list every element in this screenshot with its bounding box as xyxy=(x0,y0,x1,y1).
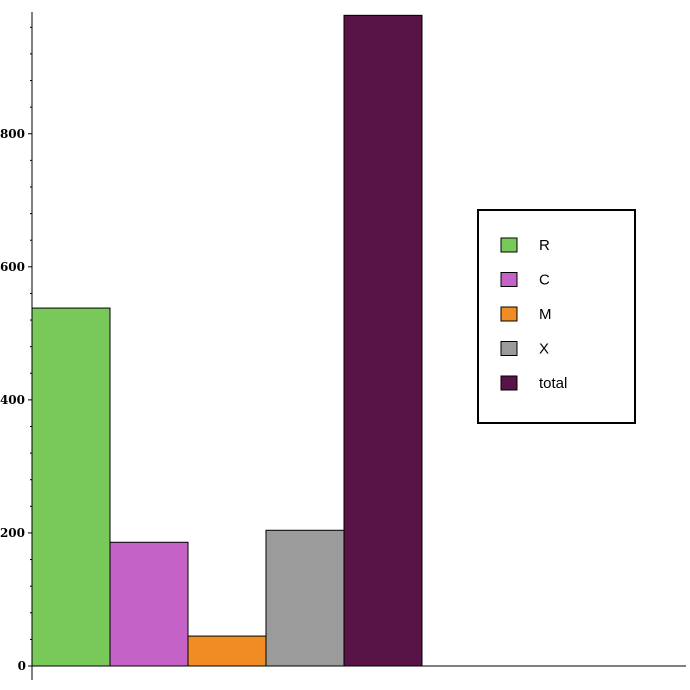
y-tick-label: 400 xyxy=(0,393,25,407)
axes-group: 0 200 400 600 800 xyxy=(0,12,686,680)
y-tick-label: 0 xyxy=(18,659,26,673)
bar-m xyxy=(187,635,267,667)
y-tick-label: 600 xyxy=(0,260,25,274)
legend-swatch-total xyxy=(500,375,518,391)
y-tick-label: 800 xyxy=(0,127,25,141)
legend-swatch-r xyxy=(500,237,518,253)
legend-label-r: R xyxy=(539,237,550,254)
bar-total xyxy=(343,14,423,667)
bars-group xyxy=(31,14,423,667)
legend-label-total: total xyxy=(539,375,567,392)
legend-swatch-x xyxy=(500,341,518,356)
legend-swatch-m xyxy=(500,306,518,322)
bar-r xyxy=(31,307,111,667)
legend-label-c: C xyxy=(539,272,550,289)
bar-c xyxy=(109,541,189,667)
y-tick-label: 200 xyxy=(0,526,25,540)
legend-label-x: X xyxy=(539,341,549,358)
bar-x xyxy=(265,529,345,667)
legend-swatch-c xyxy=(500,272,518,287)
legend-label-m: M xyxy=(539,306,552,323)
